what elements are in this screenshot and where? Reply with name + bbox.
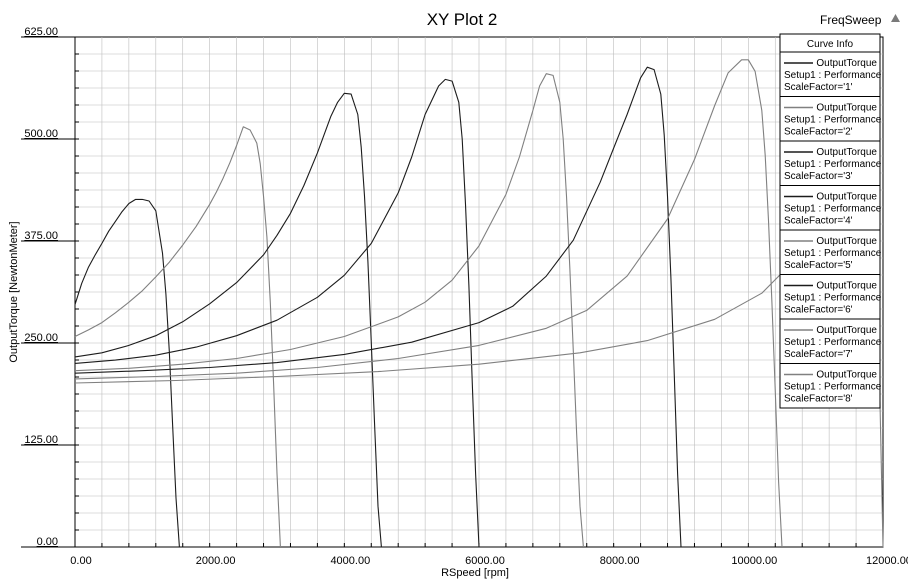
legend-entry-name: OutputTorque (816, 281, 877, 292)
series-line-scalefactor-5 (74, 73, 584, 548)
series-line-scalefactor-6 (74, 66, 682, 548)
legend-entry-scalefactor: ScaleFactor='3' (784, 171, 853, 182)
legend-entry-scalefactor: ScaleFactor='2' (784, 127, 853, 138)
x-tick-label: 4000.00 (330, 555, 370, 567)
series-line-scalefactor-4 (74, 78, 480, 548)
y-tick-label: 250.00 (24, 332, 58, 344)
legend-entry-scalefactor: ScaleFactor='4' (784, 216, 853, 227)
legend-entry-scalefactor: ScaleFactor='1' (784, 82, 853, 93)
x-tick-label: 10000.00 (731, 555, 777, 567)
legend-entry-name: OutputTorque (816, 58, 877, 69)
y-tick-label: 375.00 (24, 230, 58, 242)
legend-entry-setup: Setup1 : Performance (784, 382, 882, 393)
series-line-scalefactor-2 (74, 126, 281, 548)
legend-entry-setup: Setup1 : Performance (784, 204, 882, 215)
x-tick-label: 8000.00 (600, 555, 640, 567)
legend-entry-setup: Setup1 : Performance (784, 337, 882, 348)
legend-entry-name: OutputTorque (816, 325, 877, 336)
legend-entry-setup: Setup1 : Performance (784, 159, 882, 170)
legend-entry-setup: Setup1 : Performance (784, 115, 882, 126)
legend-entry-scalefactor: ScaleFactor='5' (784, 260, 853, 271)
legend-entry-name: OutputTorque (816, 103, 877, 114)
legend-entry-name: OutputTorque (816, 192, 877, 203)
chart-title: XY Plot 2 (427, 10, 498, 29)
y-axis-ticks: 0.00 125.00 250.00 375.00 500.00 625.00 (21, 26, 75, 548)
legend-entry-name: OutputTorque (816, 236, 877, 247)
legend-header: Curve Info (807, 39, 854, 50)
y-tick-label: 125.00 (24, 434, 58, 446)
x-tick-label: 0.00 (70, 555, 91, 567)
legend-entry-setup: Setup1 : Performance (784, 70, 882, 81)
series-line-scalefactor-1 (74, 198, 180, 548)
grid-lines (75, 37, 883, 547)
x-axis-title: RSpeed [rpm] (441, 567, 509, 579)
legend-entry-name: OutputTorque (816, 147, 877, 158)
legend-entry-scalefactor: ScaleFactor='8' (784, 394, 853, 405)
series-line-scalefactor-3 (74, 92, 382, 548)
x-axis-ticks: 0.00 2000.00 4000.00 6000.00 8000.00 10000.00… (70, 555, 908, 567)
legend-entry-name: OutputTorque (816, 370, 877, 381)
legend-entry-setup: Setup1 : Performance (784, 248, 882, 259)
series-line-scalefactor-7 (74, 59, 783, 548)
y-tick-label: 625.00 (24, 26, 58, 38)
legend-entry-scalefactor: ScaleFactor='7' (784, 349, 853, 360)
x-tick-label: 12000.00 (866, 555, 908, 567)
y-tick-label: 500.00 (24, 128, 58, 140)
legend-entry-setup: Setup1 : Performance (784, 293, 882, 304)
freqsweep-label: FreqSweep (820, 13, 882, 27)
x-tick-label: 2000.00 (196, 555, 236, 567)
y-axis-title: OutputTorque [NewtonMeter] (8, 221, 20, 362)
y-tick-label: 0.00 (37, 536, 58, 548)
x-tick-label: 6000.00 (465, 555, 505, 567)
legend-entry-scalefactor: ScaleFactor='6' (784, 305, 853, 316)
axis-minor-ticks (75, 53, 857, 547)
triangle-up-icon[interactable] (891, 14, 900, 22)
